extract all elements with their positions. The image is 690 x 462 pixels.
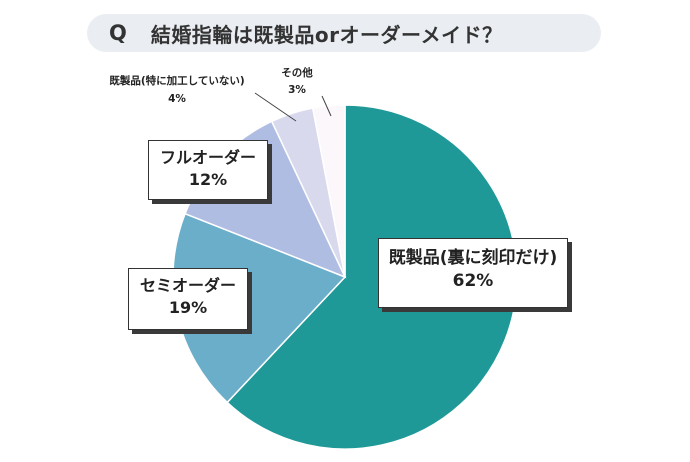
- slice-label-full-order: フルオーダー: [159, 148, 256, 167]
- slice-label-other: その他: [281, 67, 313, 79]
- chart-title: 結婚指輪は既製品orオーダーメイド？: [150, 22, 503, 47]
- slice-label-ready-made-engraved: 既製品(裏に刻印だけ): [388, 248, 558, 268]
- question-mark-label: Q: [109, 21, 127, 45]
- label-box-full-order: フルオーダー 12%: [148, 140, 268, 200]
- label-box-semi-order: セミオーダー 19%: [128, 268, 248, 330]
- slice-value-other: 3%: [288, 83, 306, 96]
- slice-value-semi-order: 19%: [168, 297, 208, 317]
- slice-label-semi-order: セミオーダー: [139, 276, 236, 295]
- label-box-ready-made-engraved: 既製品(裏に刻印だけ) 62%: [378, 238, 568, 308]
- slice-value-ready-made-engraved: 62%: [452, 270, 494, 291]
- leader-line-other: [321, 95, 332, 117]
- slice-value-full-order: 12%: [188, 169, 228, 189]
- slice-ready-made-engraved: [226, 104, 518, 450]
- title-bar: Q 結婚指輪は既製品orオーダーメイド？: [87, 14, 601, 52]
- slice-other: [311, 104, 346, 278]
- label-ready-made-plain: 既製品(特に加工していない) 4%: [86, 73, 268, 109]
- label-other: その他 3%: [272, 65, 322, 99]
- slice-label-ready-made-plain: 既製品(特に加工していない): [109, 75, 245, 87]
- leader-line-ready-made-plain: [254, 92, 297, 122]
- slice-value-ready-made-plain: 4%: [168, 92, 186, 105]
